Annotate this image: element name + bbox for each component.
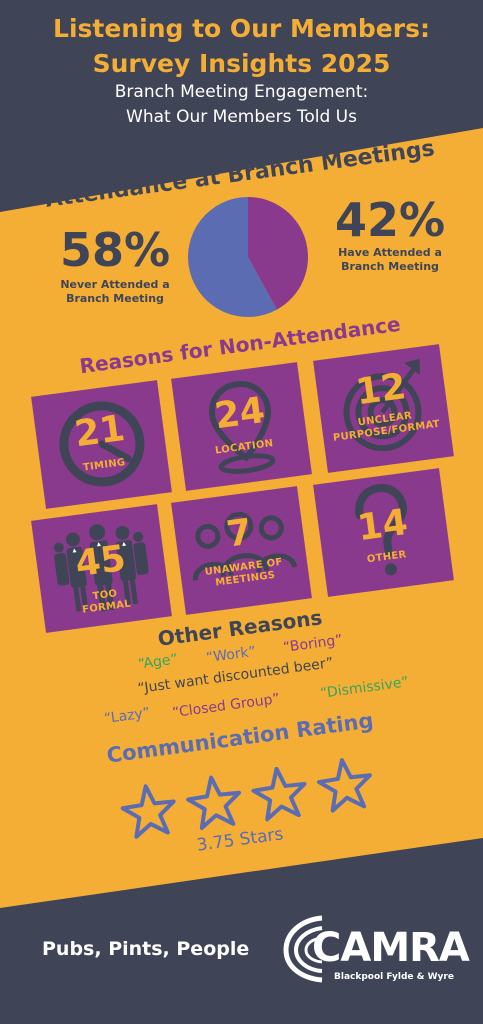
attendance-pie-chart <box>188 197 308 317</box>
clock-icon <box>59 401 145 487</box>
reason-tile-location: 24 LOCATION <box>171 362 312 491</box>
target-icon <box>343 358 422 452</box>
page-title-line1: Listening to Our Members: <box>53 14 430 43</box>
reason-tile-unaware: 7 UNAWARE OF MEETINGS <box>171 486 312 615</box>
star-icon <box>316 758 372 813</box>
reason-count: 24 <box>212 389 268 438</box>
group-icon <box>193 511 298 581</box>
business-people-icon <box>53 524 149 612</box>
footer-tagline: Pubs, Pints, People <box>42 938 250 960</box>
have-attended-label-line1: Have Attended a <box>338 246 442 259</box>
never-attended-percent: 58% <box>59 223 171 277</box>
have-attended-percent: 42% <box>334 193 446 247</box>
map-pin-icon <box>209 381 276 474</box>
star-icon <box>186 775 242 831</box>
never-attended-label-line1: Never Attended a <box>60 278 170 291</box>
never-attended-label-line2: Branch Meeting <box>66 292 164 305</box>
reason-tile-unclear: 12 UNCLEAR PURPOSE/FORMAT <box>313 344 454 473</box>
pie-slice-have-attended <box>248 197 308 310</box>
star-icon <box>251 766 307 822</box>
reason-tile-timing: 21 TIMING <box>31 380 172 509</box>
have-attended-label-line2: Branch Meeting <box>341 260 439 273</box>
star-rating <box>120 758 372 839</box>
star-icon <box>120 784 176 839</box>
camra-branch-name: Blackpool Fylde & Wyre <box>334 972 454 982</box>
page-subtitle-line2: What Our Members Told Us <box>126 107 357 127</box>
pie-slice-never-attended <box>188 197 277 317</box>
page-title-line2: Survey Insights 2025 <box>92 49 391 78</box>
reason-tile-too-formal: 45 TOO FORMAL <box>31 504 172 633</box>
camra-logo-text: CAMRA <box>312 925 470 971</box>
camra-logo-icon <box>283 915 323 983</box>
question-mark-icon <box>355 484 407 576</box>
page-subtitle-line1: Branch Meeting Engagement: <box>114 82 369 102</box>
reason-tile-other: 14 OTHER <box>313 468 454 597</box>
